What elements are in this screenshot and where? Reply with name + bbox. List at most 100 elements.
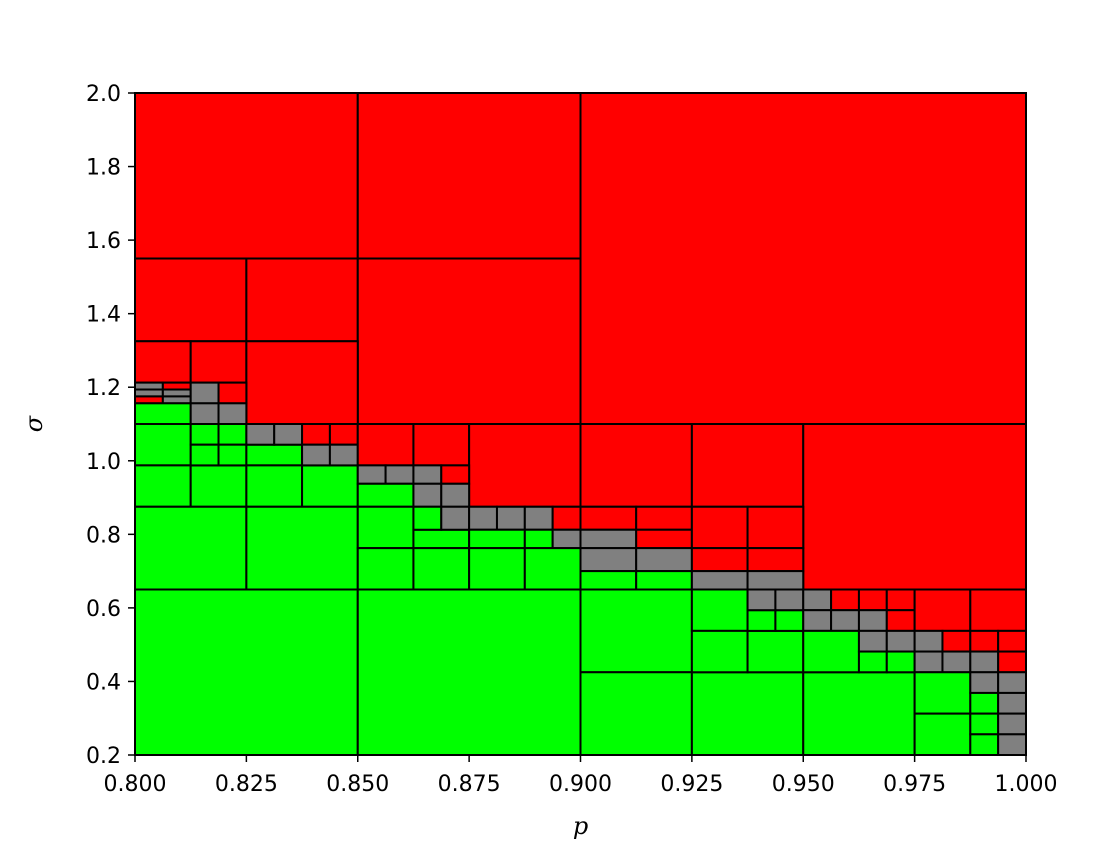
cell-red: [328, 423, 359, 446]
cell-red: [690, 505, 749, 550]
cell-green: [523, 528, 554, 550]
y-tick-label: 0.2: [86, 744, 121, 769]
x-axis-label: p: [573, 812, 588, 840]
cell-green: [802, 671, 916, 756]
cell-gray: [997, 671, 1027, 694]
cell-red: [941, 629, 972, 653]
cell-gray: [245, 423, 276, 446]
cell-green: [134, 588, 359, 756]
cell-gray: [273, 423, 304, 446]
cell-gray: [412, 464, 443, 485]
cell-green: [857, 650, 888, 674]
x-tick-label: 0.800: [104, 772, 167, 797]
cell-red: [301, 423, 331, 446]
cell-gray: [217, 402, 248, 425]
x-tick-label: 0.850: [326, 772, 389, 797]
cell-red: [635, 528, 693, 550]
cell-green: [746, 609, 777, 632]
cell-red: [356, 257, 582, 425]
cell-green: [245, 464, 304, 508]
cell-red: [412, 423, 471, 467]
cell-red: [746, 547, 805, 573]
x-axis: 0.800 0.825 0.850 0.875 0.900 0.925 0.950 0.975…: [104, 755, 1058, 797]
cell-green: [245, 505, 359, 591]
cell-green: [356, 588, 582, 756]
cell-gray: [523, 505, 554, 531]
cell-green: [969, 733, 1000, 756]
cell-green: [134, 402, 192, 425]
cell-green: [690, 588, 749, 632]
cell-gray: [969, 671, 1000, 694]
cell-gray: [134, 381, 164, 391]
cell-green: [579, 570, 638, 591]
cell-gray: [997, 712, 1027, 736]
cell-red: [746, 505, 805, 550]
cell-gray: [495, 505, 526, 531]
cell-red: [468, 423, 582, 508]
cell-gray: [579, 528, 638, 550]
cell-gray: [412, 482, 443, 508]
cell-green: [301, 464, 359, 508]
cell-gray: [941, 650, 972, 674]
cell-gray: [134, 388, 164, 398]
cell-red: [134, 340, 192, 384]
cell-green: [468, 547, 526, 591]
cell-red: [997, 629, 1027, 653]
cell-red: [161, 381, 192, 391]
cell-red: [969, 629, 1000, 653]
cell-gray: [857, 609, 888, 632]
cell-gray: [579, 547, 638, 573]
cell-gray: [969, 650, 1000, 674]
y-tick-label: 1.0: [86, 450, 121, 475]
cell-red: [885, 588, 916, 612]
cell-gray: [384, 464, 415, 485]
cell-gray: [997, 691, 1027, 715]
cell-green: [746, 629, 805, 674]
cell-gray: [913, 629, 944, 653]
cell-green: [802, 629, 860, 674]
y-axis-label: σ: [20, 415, 48, 432]
cell-gray: [551, 528, 582, 550]
cell-green: [579, 588, 693, 674]
cell-red: [245, 340, 359, 425]
x-tick-label: 0.825: [215, 772, 278, 797]
cell-red: [134, 257, 248, 343]
cell-gray: [746, 588, 777, 612]
cell-red: [635, 505, 693, 531]
cell-red: [189, 340, 248, 384]
cell-gray: [690, 570, 749, 591]
cell-red: [997, 650, 1027, 674]
x-tick-label: 0.975: [883, 772, 946, 797]
cell-green: [913, 671, 972, 715]
cell-green: [412, 505, 443, 531]
cell-red: [579, 505, 638, 531]
cell-red: [579, 423, 693, 508]
cell-gray: [189, 381, 220, 405]
y-tick-label: 1.4: [86, 303, 121, 328]
cell-green: [774, 609, 805, 632]
x-tick-label: 0.900: [549, 772, 612, 797]
cell-green: [690, 671, 805, 756]
cell-red: [356, 92, 582, 260]
y-tick-label: 1.8: [86, 156, 121, 181]
x-tick-label: 0.875: [438, 772, 501, 797]
cell-gray: [635, 547, 693, 573]
cell-gray: [301, 443, 331, 467]
cell-red: [913, 588, 972, 632]
y-tick-label: 1.2: [86, 376, 121, 401]
cell-green: [134, 505, 248, 591]
cell-red: [857, 588, 888, 612]
cell-green: [356, 547, 415, 591]
cell-green: [189, 423, 220, 446]
cell-green: [523, 547, 582, 591]
cell-gray: [913, 650, 944, 674]
cell-green: [134, 423, 192, 467]
cell-green: [217, 443, 248, 467]
cell-red: [830, 588, 860, 612]
cell-red: [134, 395, 164, 405]
cell-gray: [830, 609, 860, 632]
cell-gray: [328, 443, 359, 467]
x-tick-label: 1.000: [995, 772, 1058, 797]
cell-red: [885, 609, 916, 632]
cell-red: [217, 381, 248, 405]
